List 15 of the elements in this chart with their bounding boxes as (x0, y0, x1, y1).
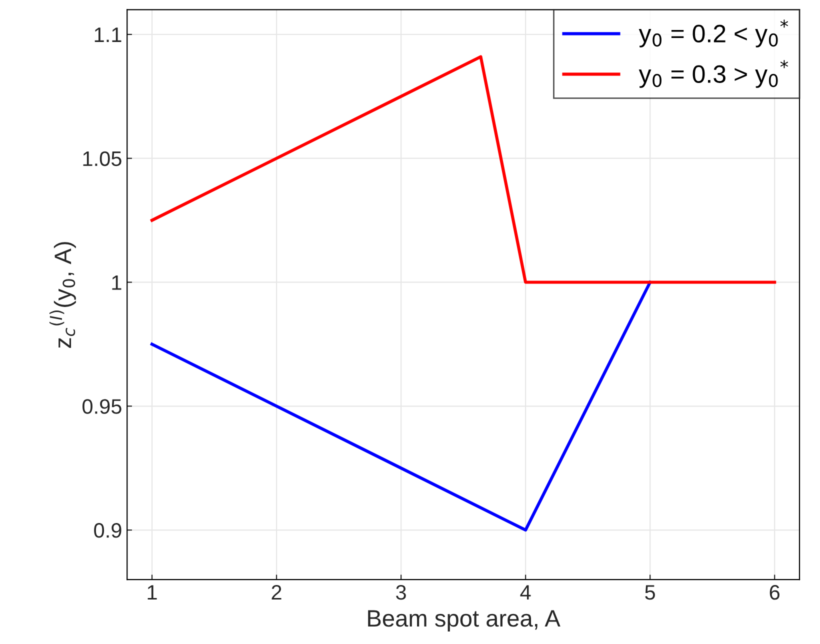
y-axis-title: z$_{c}$$^{(I)}$(y$_{0}$, A) (49, 242, 76, 348)
legend-label: y$_{0}$ = 0.2 < y$_{0}$$^{*}$ (638, 20, 788, 48)
y-tick-label: 0.9 (94, 523, 122, 538)
x-tick-label: 5 (645, 585, 655, 600)
x-tick-label: 2 (272, 585, 282, 600)
y-tick-label: 0.95 (82, 399, 122, 414)
x-tick-label: 1 (148, 585, 157, 600)
x-tick-label: 6 (770, 585, 780, 600)
x-axis-title: Beam spot area, A (368, 610, 560, 632)
y-tick-label: 1 (112, 275, 122, 290)
x-tick-label: 4 (520, 585, 531, 600)
x-tick-label: 3 (396, 585, 406, 600)
y-tick-label: 1.1 (94, 28, 122, 42)
legend-label: y$_{0}$ = 0.3 > y$_{0}$$^{*}$ (638, 60, 788, 88)
y-tick-label: 1.05 (83, 151, 122, 166)
